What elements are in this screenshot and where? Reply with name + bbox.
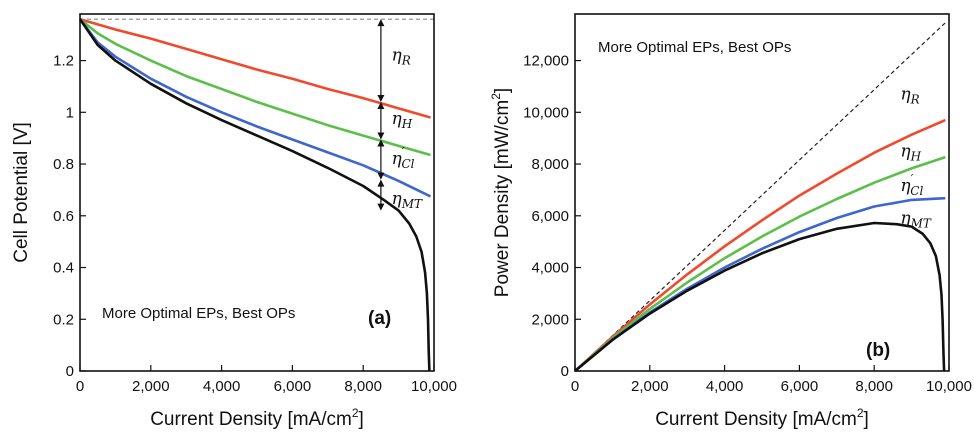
overpotential-label-2: η′ Cl (392, 145, 415, 171)
chart-panel-b: 0 2,000 4,000 6,000 8,000 10,000 0 2,000 4,000 6,… (489, 13, 972, 430)
panel-label: (a) (368, 308, 391, 329)
arrow-head-top (377, 101, 385, 109)
x-tick-label: 6,000 (781, 378, 819, 395)
y-tick-label: 0.8 (53, 156, 74, 173)
arrow-head-top (377, 179, 385, 187)
y-axis-title: Cell Potential [V] (11, 122, 32, 262)
series-line-1 (574, 118, 946, 372)
overpotential-label-1: ηH (392, 109, 413, 131)
x-tick-label: 2,000 (132, 378, 170, 395)
y-tick-label: 0 (66, 363, 74, 380)
overpotential-label-0: ηR (392, 46, 411, 68)
y-tick-label: 10,000 (523, 104, 569, 121)
series-line-2 (79, 18, 431, 157)
arrow-head-top (377, 19, 385, 27)
overpotential-label-0: ηR (900, 84, 919, 106)
y-tick-label: 6,000 (531, 208, 569, 225)
overpotential-label-3: ηMT (392, 189, 423, 211)
chart-annotation: More Optimal EPs, Best OPs (598, 39, 791, 56)
series-line-3 (78, 18, 432, 198)
y-tick-label: 2,000 (531, 311, 569, 328)
overpotential-label-1: ηH (900, 141, 921, 163)
arrow-head-bottom (377, 132, 385, 140)
panel-label: (b) (866, 340, 890, 361)
series-line-1 (79, 17, 431, 119)
y-tick-label: 0.4 (53, 260, 74, 277)
series-line-4 (574, 221, 946, 373)
x-axis-title: Current Density [mA/cm2] (655, 406, 869, 430)
y-tick-label: 12,000 (523, 53, 569, 70)
y-tick-label: 4,000 (531, 260, 569, 277)
x-tick-label: 4,000 (706, 378, 744, 395)
x-tick-label: 10,000 (926, 378, 972, 395)
arrow-head-top (377, 139, 385, 147)
overpotential-label-2: η′ Cl (900, 172, 923, 198)
x-tick-label: 2,000 (631, 378, 669, 395)
y-tick-label: 0.6 (53, 208, 74, 225)
arrow-head-bottom (377, 94, 385, 102)
chart-annotation: More Optimal EPs, Best OPs (102, 305, 295, 322)
plot-frame (79, 13, 435, 372)
chart-panel-a: 0 2,000 4,000 6,000 8,000 10,000 0 0.2 0.4 0.6 0.8… (11, 13, 457, 430)
arrow-head-bottom (377, 203, 385, 211)
series-line-2 (574, 155, 946, 372)
y-tick-label: 1 (66, 104, 74, 121)
x-tick-label: 6,000 (274, 378, 312, 395)
plot-frame (574, 13, 950, 372)
overpotential-label-3: ηMT (900, 209, 931, 231)
y-axis-title: Power Density [mW/cm2] (489, 88, 513, 297)
arrow-head-bottom (377, 172, 385, 180)
series-line-4 (78, 18, 431, 372)
y-tick-label: 0.2 (53, 311, 74, 328)
y-tick-label: 0 (561, 363, 569, 380)
x-tick-label: 4,000 (203, 378, 241, 395)
y-tick-label: 1.2 (53, 53, 74, 70)
x-tick-label: 8,000 (855, 378, 893, 395)
x-tick-label: 0 (76, 378, 84, 395)
x-axis-title: Current Density [mA/cm2] (150, 406, 364, 430)
y-tick-label: 8,000 (531, 156, 569, 173)
series-line-0 (574, 22, 946, 372)
x-tick-label: 0 (571, 378, 579, 395)
x-tick-label: 8,000 (344, 378, 382, 395)
x-tick-label: 10,000 (411, 378, 457, 395)
